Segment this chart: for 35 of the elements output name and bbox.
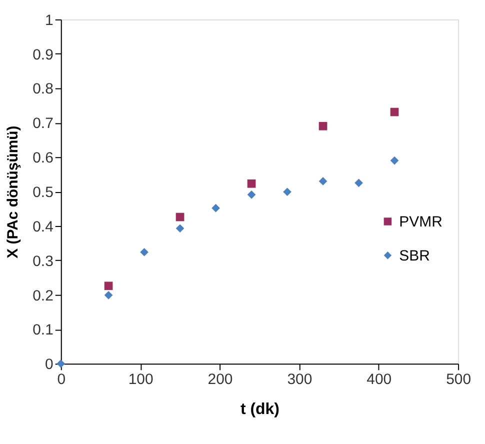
legend-label: PVMR <box>399 213 443 230</box>
point <box>283 188 292 196</box>
point <box>176 212 184 222</box>
point <box>390 156 399 165</box>
y-tick-label: 0.6 <box>32 150 54 167</box>
point <box>247 190 256 199</box>
y-tick-label: 0.3 <box>32 252 54 270</box>
legend-label: SBR <box>399 247 430 264</box>
point <box>318 177 328 186</box>
y-tick-label: 0.7 <box>32 115 54 132</box>
x-tick-label: 100 <box>128 371 154 388</box>
y-tick-label: 0.5 <box>32 184 54 202</box>
x-tick-label: 400 <box>366 371 392 388</box>
y-tick-label: 0.4 <box>32 218 54 236</box>
y-tick-label: 0.8 <box>32 80 54 98</box>
point <box>176 224 184 233</box>
y-axis-title: X (PAc dönüşümü) <box>4 126 22 258</box>
point <box>140 248 148 256</box>
point <box>318 122 328 130</box>
y-tick-label: 0.1 <box>32 322 54 339</box>
point <box>354 178 363 188</box>
x-axis-title: t (dk) <box>240 401 280 418</box>
x-tick-label: 500 <box>446 371 472 388</box>
point <box>390 108 399 116</box>
x-tick-label: 200 <box>208 371 233 388</box>
y-tick-label: 0.9 <box>32 46 54 64</box>
y-tick-label: 0 <box>45 356 54 374</box>
point <box>104 290 113 300</box>
x-tick-label: 300 <box>287 371 312 388</box>
point <box>212 204 220 212</box>
point <box>247 179 256 188</box>
point <box>104 282 113 290</box>
y-tick-label: 0.2 <box>32 287 54 304</box>
y-tick-label: 1 <box>45 12 54 29</box>
x-tick-label: 0 <box>57 371 66 388</box>
